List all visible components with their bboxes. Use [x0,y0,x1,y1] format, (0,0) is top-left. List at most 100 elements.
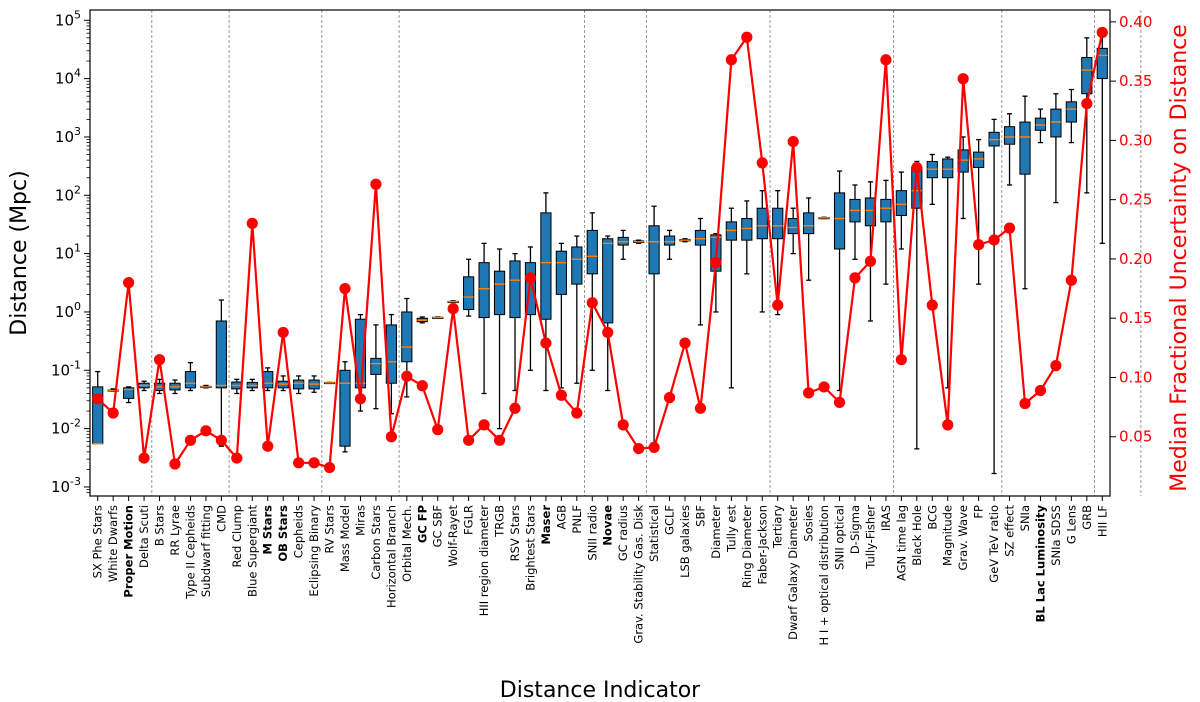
category-label: Eclipsing Binary [307,505,321,597]
box-novae [602,238,614,324]
uncertainty-point [756,157,768,169]
category-label: CMD [214,505,228,532]
category-label: OB Stars [276,505,290,562]
category-label: Mass Model [338,505,352,572]
category-label: B Stars [153,505,167,546]
uncertainty-point [926,299,938,311]
category-label: GRB [1080,505,1094,530]
y-tick-label: 101 [55,242,81,263]
category-label: SX Phe Stars [91,505,105,578]
box-hii-lf [1096,47,1108,80]
category-label: Cepheids [292,505,306,558]
category-label: Dwarf Galaxy Diameter [786,505,800,640]
category-label: White Dwarfs [106,505,120,582]
category-label: D-Sigma [848,505,862,554]
y-tick-exponent: 3 [74,125,81,138]
category-label: Tertiary [771,505,785,549]
uncertainty-line-layer [96,32,1104,469]
category-label: AGN time lag [894,505,908,581]
category-label: Red Clump [230,505,244,568]
uncertainty-point [339,282,351,295]
y-tick-label: 100 [55,300,81,321]
uncertainty-series-line [96,32,1104,469]
uncertainty-point [540,337,552,349]
y-tick-base: 10 [51,361,70,379]
y-tick-exponent: 1 [74,242,81,255]
box-sbf [694,229,707,246]
uncertainty-point [138,452,150,464]
y-tick-exponent: -1 [70,358,81,371]
x-axis-title: Distance Indicator [500,678,701,702]
category-label: LSB galaxies [678,505,692,578]
y2-tick-label: 0.30 [1119,131,1152,149]
uncertainty-point [1096,26,1108,39]
group-separators [151,10,1142,496]
box-dwarf-galaxy-diameter [787,217,799,235]
uncertainty-point [463,434,475,446]
category-label: Proper Motion [122,505,136,598]
y2-tick-label: 0.10 [1119,368,1152,386]
uncertainty-point [354,393,367,405]
uncertainty-point [694,402,707,414]
y-tick-label: 102 [55,183,81,204]
uncertainty-point [385,431,397,443]
box-snii-radio [586,229,598,275]
box-sz-effect [1003,126,1016,145]
uncertainty-point [973,239,985,251]
box-cepheids [293,379,305,390]
uncertainty-point [447,303,459,315]
category-label: Horizontal Branch [384,505,398,608]
uncertainty-point [401,370,413,382]
uncertainty-point [432,424,444,436]
box-proper-motion [123,387,135,399]
uncertainty-point [710,256,722,269]
uncertainty-point [123,277,135,289]
uncertainty-point [772,299,784,311]
category-label: PNLF [570,505,584,534]
uncertainty-point [880,54,892,66]
category-label: GC radius [616,505,630,561]
uncertainty-point [293,457,305,469]
uncertainty-point [509,402,521,414]
uncertainty-point [200,425,212,437]
category-label: Black Hole [910,505,924,566]
category-label: Faber-Jackson [755,505,769,585]
category-label: AGB [554,505,568,530]
y-tick-base: 10 [51,420,70,438]
uncertainty-point [741,31,753,43]
category-label: FGLR [462,505,476,535]
y2-tick-label: 0.40 [1119,13,1152,31]
category-label: RR Lyrae [168,505,182,556]
category-label: Statistical [647,505,661,562]
category-label: H I + optical distribution [817,505,831,645]
box-agb [555,250,567,295]
y2-tick-label: 0.15 [1119,309,1152,327]
uncertainty-point [416,380,428,392]
category-label: Sosies [802,505,816,542]
category-label: HII region diameter [477,505,491,617]
category-label: GCLF [663,505,677,535]
box-fglr [463,276,475,311]
y-tick-base: 10 [55,128,74,146]
category-label: Magnitude [941,505,955,566]
box-mass-model [339,369,351,447]
category-label: SNIa SDSS [1049,505,1063,566]
box-agn-time-lag [895,190,907,217]
category-label: SNIa [1018,505,1032,531]
uncertainty-point [308,457,320,469]
uncertainty-point [663,392,676,404]
uncertainty-point [169,458,181,470]
uncertainty-point [92,393,104,405]
category-label: GeV TeV ratio [987,505,1001,583]
uncertainty-point [262,440,274,452]
uncertainty-point [323,461,336,474]
medians-layer [92,54,1108,445]
box-gclf [663,235,676,246]
y-tick-exponent: 2 [74,183,81,196]
uncertainty-point [215,434,227,446]
box-maser [540,212,552,320]
box-trgb [493,270,506,316]
y-tick-exponent: -2 [70,417,81,430]
category-label: Brightest Stars [524,505,538,591]
